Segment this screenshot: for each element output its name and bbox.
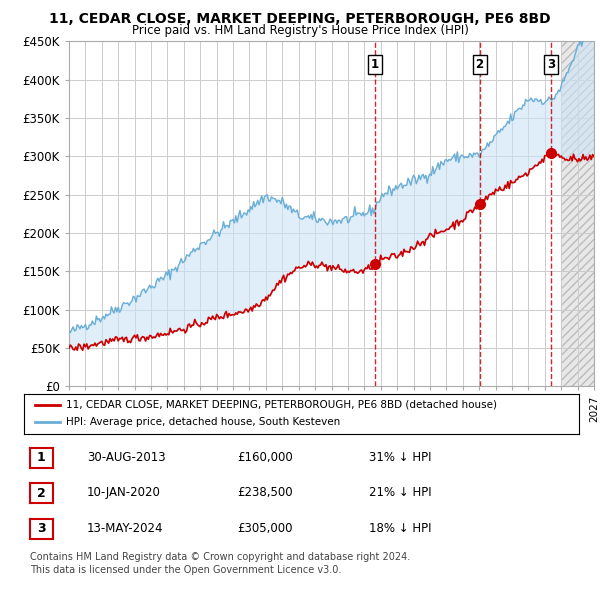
Text: £238,500: £238,500 [237, 486, 293, 499]
Text: This data is licensed under the Open Government Licence v3.0.: This data is licensed under the Open Gov… [30, 565, 341, 575]
Text: Price paid vs. HM Land Registry's House Price Index (HPI): Price paid vs. HM Land Registry's House … [131, 24, 469, 37]
Text: 1: 1 [371, 58, 379, 71]
Text: HPI: Average price, detached house, South Kesteven: HPI: Average price, detached house, Sout… [65, 417, 340, 427]
Text: 30-AUG-2013: 30-AUG-2013 [87, 451, 166, 464]
Text: 2: 2 [476, 58, 484, 71]
Text: 3: 3 [37, 522, 46, 535]
Text: £160,000: £160,000 [237, 451, 293, 464]
Bar [561, 41, 594, 386]
Text: £305,000: £305,000 [237, 522, 293, 535]
Bar [561, 41, 594, 386]
Text: 3: 3 [547, 58, 555, 71]
Text: 2: 2 [37, 487, 46, 500]
Text: 31% ↓ HPI: 31% ↓ HPI [369, 451, 431, 464]
Text: 11, CEDAR CLOSE, MARKET DEEPING, PETERBOROUGH, PE6 8BD (detached house): 11, CEDAR CLOSE, MARKET DEEPING, PETERBO… [65, 400, 497, 410]
Text: 11, CEDAR CLOSE, MARKET DEEPING, PETERBOROUGH, PE6 8BD: 11, CEDAR CLOSE, MARKET DEEPING, PETERBO… [49, 12, 551, 26]
Text: 21% ↓ HPI: 21% ↓ HPI [369, 486, 431, 499]
Text: Contains HM Land Registry data © Crown copyright and database right 2024.: Contains HM Land Registry data © Crown c… [30, 552, 410, 562]
Text: 18% ↓ HPI: 18% ↓ HPI [369, 522, 431, 535]
Text: 1: 1 [37, 451, 46, 464]
Text: 13-MAY-2024: 13-MAY-2024 [87, 522, 163, 535]
Text: 10-JAN-2020: 10-JAN-2020 [87, 486, 161, 499]
